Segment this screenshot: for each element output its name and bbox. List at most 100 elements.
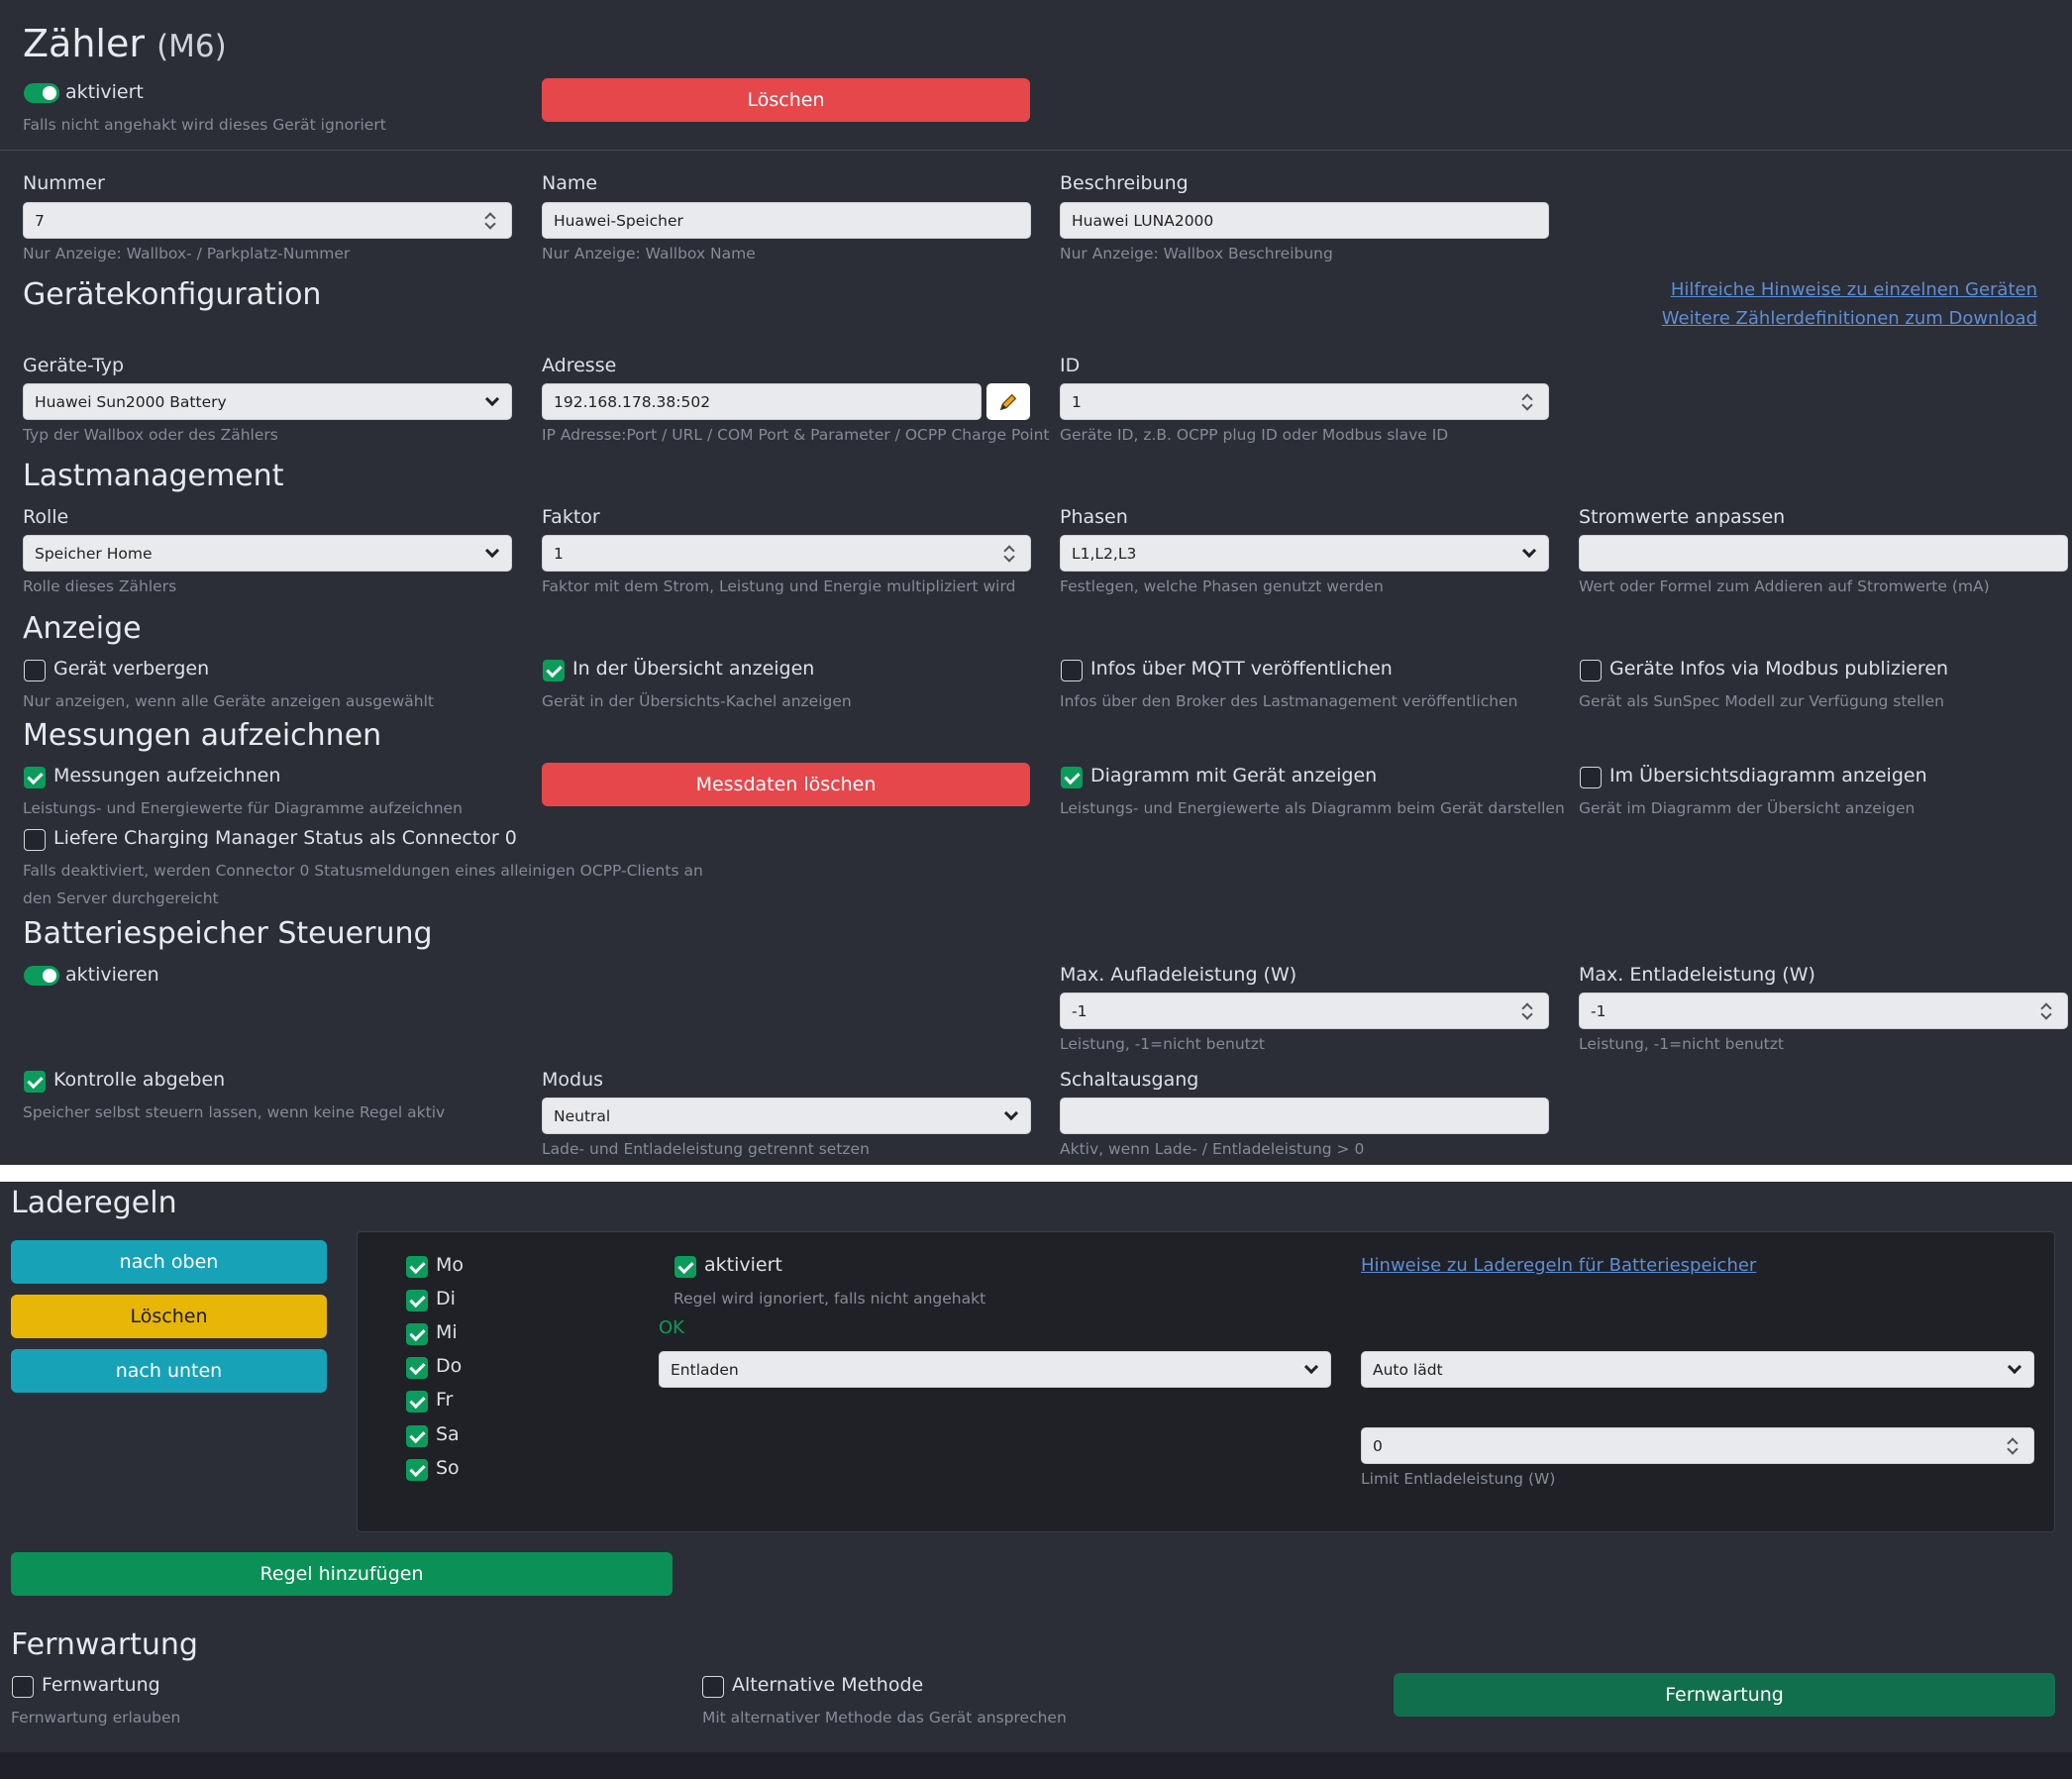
nummer-value: 7 <box>35 212 45 230</box>
day-di-checkbox[interactable] <box>406 1290 428 1311</box>
add-rule-button[interactable]: Regel hinzufügen <box>11 1552 673 1596</box>
day-mi-checkbox[interactable] <box>406 1323 428 1345</box>
adresse-help: IP Adresse:Port / URL / COM Port & Param… <box>542 426 1050 444</box>
diagram-checkbox[interactable] <box>1061 767 1083 788</box>
phasen-select[interactable]: L1,L2,L3 <box>1060 535 1549 572</box>
chevron-down-icon <box>2007 1359 2022 1375</box>
name-label: Name <box>542 172 598 194</box>
rule-action-select[interactable]: Entladen <box>659 1351 1331 1388</box>
hide-device-help: Nur anzeigen, wenn alle Geräte anzeigen … <box>23 692 434 710</box>
footer-strip <box>0 1752 2072 1779</box>
day-mi-label: Mi <box>436 1321 458 1343</box>
messungen-heading: Messungen aufzeichnen <box>23 718 382 753</box>
edit-address-button[interactable] <box>986 383 1030 420</box>
discharge-limit-value: 0 <box>1373 1437 1383 1455</box>
spinner-icon[interactable] <box>1522 1002 1534 1020</box>
spinner-icon[interactable] <box>1004 545 1016 563</box>
rolle-select[interactable]: Speicher Home <box>23 535 512 572</box>
day-do-checkbox[interactable] <box>406 1357 428 1379</box>
chevron-down-icon <box>484 391 500 407</box>
typ-value: Huawei Sun2000 Battery <box>35 393 227 411</box>
modus-select[interactable]: Neutral <box>542 1098 1031 1134</box>
rolle-value: Speicher Home <box>35 545 153 563</box>
spinner-icon[interactable] <box>2008 1437 2020 1455</box>
spinner-icon[interactable] <box>485 212 497 230</box>
rule-active-help: Regel wird ignoriert, falls nicht angeha… <box>673 1290 986 1308</box>
delete-device-button[interactable]: Löschen <box>542 78 1030 122</box>
chevron-down-icon <box>1303 1359 1319 1375</box>
spinner-icon[interactable] <box>2041 1002 2053 1020</box>
remote-maintenance-button[interactable]: Fernwartung <box>1394 1673 2055 1717</box>
hide-device-label: Gerät verbergen <box>53 658 210 680</box>
move-up-button[interactable]: nach oben <box>11 1240 327 1284</box>
modus-value: Neutral <box>554 1107 611 1125</box>
max-charge-value: -1 <box>1072 1002 1088 1020</box>
max-charge-input[interactable]: -1 <box>1060 993 1549 1029</box>
remote-maintenance-label: Fernwartung <box>42 1674 160 1696</box>
id-help: Geräte ID, z.B. OCPP plug ID oder Modbus… <box>1060 426 1449 444</box>
max-discharge-help: Leistung, -1=nicht benutzt <box>1579 1035 1784 1053</box>
max-discharge-input[interactable]: -1 <box>1579 993 2068 1029</box>
phasen-value: L1,L2,L3 <box>1072 545 1137 563</box>
beschreibung-input[interactable]: Huawei LUNA2000 <box>1060 202 1549 239</box>
beschreibung-help: Nur Anzeige: Wallbox Beschreibung <box>1060 245 1333 262</box>
mqtt-checkbox[interactable] <box>1061 660 1083 681</box>
delete-rule-button[interactable]: Löschen <box>11 1295 327 1338</box>
meter-definitions-link[interactable]: Weitere Zählerdefinitionen zum Download <box>1661 308 2037 329</box>
rule-condition-select[interactable]: Auto lädt <box>1361 1351 2034 1388</box>
record-measurements-checkbox[interactable] <box>24 767 46 788</box>
max-charge-label: Max. Aufladeleistung (W) <box>1060 964 1297 986</box>
stromwerte-input[interactable] <box>1579 535 2068 572</box>
beschreibung-value: Huawei LUNA2000 <box>1072 212 1214 230</box>
adresse-input[interactable]: 192.168.178.38:502 <box>542 383 982 420</box>
faktor-value: 1 <box>554 545 564 563</box>
rule-active-checkbox[interactable] <box>674 1256 696 1278</box>
faktor-help: Faktor mit dem Strom, Leistung und Energ… <box>542 577 1016 595</box>
fernwartung-heading: Fernwartung <box>11 1627 198 1662</box>
alternative-method-checkbox[interactable] <box>702 1676 724 1698</box>
release-control-label: Kontrolle abgeben <box>53 1069 226 1091</box>
show-overview-checkbox[interactable] <box>543 660 565 681</box>
typ-help: Typ der Wallbox oder des Zählers <box>23 426 278 444</box>
battery-control-toggle[interactable] <box>24 966 59 986</box>
name-input[interactable]: Huawei-Speicher <box>542 202 1031 239</box>
modus-label: Modus <box>542 1069 604 1091</box>
strom-help: Wert oder Formel zum Addieren auf Stromw… <box>1579 577 1990 595</box>
spinner-icon[interactable] <box>1522 393 1534 411</box>
battery-rules-hint-link[interactable]: Hinweise zu Laderegeln für Batteriespeic… <box>1361 1255 1757 1276</box>
delete-measurements-button[interactable]: Messdaten löschen <box>542 763 1030 806</box>
day-mo-checkbox[interactable] <box>406 1256 428 1278</box>
device-active-toggle[interactable] <box>24 83 59 103</box>
geraete-typ-select[interactable]: Huawei Sun2000 Battery <box>23 383 512 420</box>
day-sa-checkbox[interactable] <box>406 1425 428 1447</box>
max-charge-help: Leistung, -1=nicht benutzt <box>1060 1035 1265 1053</box>
move-down-button[interactable]: nach unten <box>11 1349 327 1393</box>
anzeige-heading: Anzeige <box>23 611 142 646</box>
day-so-checkbox[interactable] <box>406 1459 428 1481</box>
overview-diagram-checkbox[interactable] <box>1580 767 1602 788</box>
modus-help: Lade- und Entladeleistung getrennt setze… <box>542 1140 870 1158</box>
device-active-help: Falls nicht angehakt wird dieses Gerät i… <box>23 116 386 134</box>
divider <box>0 150 2072 151</box>
remote-maintenance-checkbox[interactable] <box>12 1676 34 1698</box>
day-do-label: Do <box>436 1355 463 1377</box>
device-hints-link[interactable]: Hilfreiche Hinweise zu einzelnen Geräten <box>1670 279 2037 300</box>
overview-diagram-label: Im Übersichtsdiagramm anzeigen <box>1609 765 1927 786</box>
schaltausgang-help: Aktiv, wenn Lade- / Entladeleistung > 0 <box>1060 1140 1365 1158</box>
day-fr-checkbox[interactable] <box>406 1391 428 1413</box>
nummer-input[interactable]: 7 <box>23 202 512 239</box>
discharge-limit-input[interactable]: 0 <box>1361 1427 2034 1464</box>
faktor-input[interactable]: 1 <box>542 535 1031 572</box>
release-control-checkbox[interactable] <box>24 1071 46 1093</box>
max-discharge-label: Max. Entladeleistung (W) <box>1579 964 1815 986</box>
modbus-checkbox[interactable] <box>1580 660 1602 681</box>
hide-device-checkbox[interactable] <box>24 660 46 681</box>
charging-manager-help-1: Falls deaktiviert, werden Connector 0 St… <box>23 862 703 880</box>
charging-manager-checkbox[interactable] <box>24 829 46 851</box>
day-di-label: Di <box>436 1288 456 1309</box>
chevron-down-icon <box>1003 1105 1019 1121</box>
schaltausgang-input[interactable] <box>1060 1098 1549 1134</box>
day-so-label: So <box>436 1457 460 1479</box>
charging-manager-help-2: den Server durchgereicht <box>23 890 219 907</box>
id-input[interactable]: 1 <box>1060 383 1549 420</box>
